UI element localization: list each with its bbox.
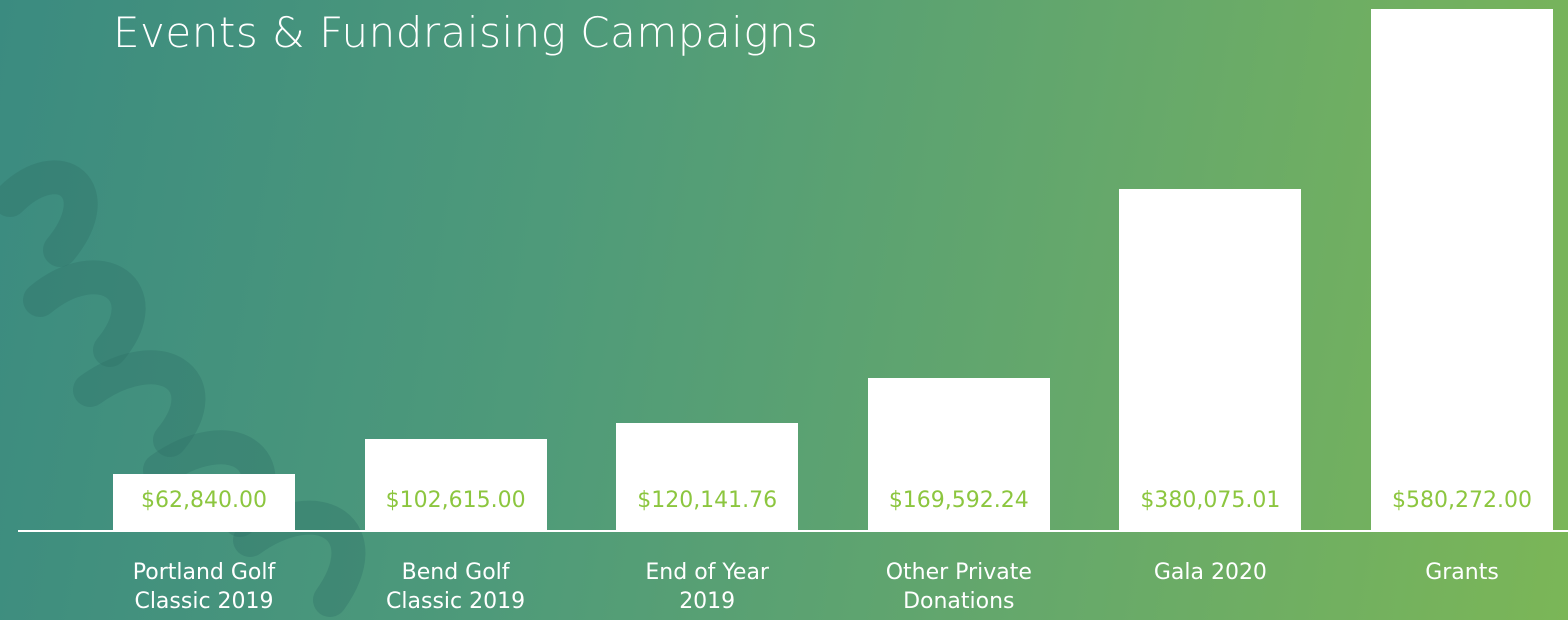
baseline (18, 530, 1568, 532)
value-label: $580,272.00 (1392, 488, 1532, 513)
value-label: $102,615.00 (385, 488, 526, 513)
x-tick-label: End of Year 2019 (645, 560, 769, 614)
x-tick-label: Gala 2020 (1153, 560, 1267, 585)
bar (616, 422, 799, 531)
bar (1119, 189, 1302, 531)
bar (364, 438, 547, 531)
x-tick-label: Other Private Donations (885, 560, 1032, 614)
value-label: $120,141.76 (637, 488, 778, 513)
value-label: $380,075.01 (1140, 488, 1281, 513)
x-tick-label: Portland Golf Classic 2019 (132, 560, 276, 614)
x-tick-label: Bend Golf Classic 2019 (386, 560, 526, 614)
value-label: $169,592.24 (888, 488, 1029, 513)
bar (867, 378, 1050, 531)
chart-title: Events & Fundraising Campaigns (113, 8, 819, 57)
x-tick-label: Grants (1425, 560, 1499, 585)
value-label: $62,840.00 (141, 488, 267, 513)
bar (1371, 9, 1553, 531)
bar (113, 474, 295, 531)
